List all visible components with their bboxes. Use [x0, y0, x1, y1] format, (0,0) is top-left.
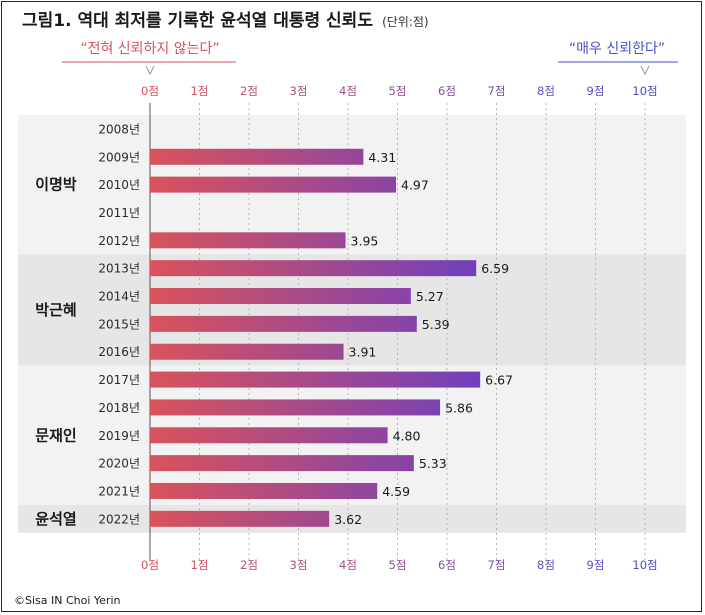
x-tick-label-bottom: 3점 [290, 558, 308, 572]
year-label: 2011년 [98, 206, 140, 220]
x-tick-label-bottom: 2점 [240, 558, 258, 572]
x-tick-label-bottom: 8점 [537, 558, 555, 572]
bar [150, 399, 441, 416]
president-label: 문재인 [35, 426, 76, 444]
year-label: 2022년 [98, 512, 140, 526]
chart-title-main: 그림1. 역대 최저를 기록한 윤석열 대통령 신뢰도 [22, 10, 373, 31]
x-tick-label-top: 8점 [537, 84, 555, 98]
value-label: 3.91 [349, 345, 377, 360]
x-tick-label-bottom: 6점 [438, 558, 456, 572]
chart-title: 그림1. 역대 최저를 기록한 윤석열 대통령 신뢰도 (단위:점) [22, 10, 429, 31]
president-label: 이명박 [35, 176, 77, 194]
year-label: 2010년 [98, 178, 140, 192]
band-윤석열 [18, 504, 686, 533]
x-tick-label-bottom: 5점 [389, 558, 407, 572]
president-label: 박근혜 [35, 301, 76, 319]
bar [150, 510, 330, 527]
value-label: 5.39 [422, 317, 450, 332]
x-tick-label-top: 6점 [438, 84, 456, 98]
year-label: 2014년 [98, 290, 140, 304]
x-tick-label-top: 10점 [632, 84, 657, 98]
credit: ©Sisa IN Choi Yerin [14, 594, 121, 607]
year-label: 2019년 [98, 429, 140, 443]
x-tick-label-top: 2점 [240, 84, 258, 98]
bar [150, 288, 411, 305]
x-axis-bottom: 0점 1점 2점 3점 4점 5점 6점 7점 8점 9점 10점 [141, 558, 658, 572]
bar-rows: 2008년 2009년 4.31 2010년 4.97 2011년 2012년 3.95 201… [98, 122, 513, 527]
annotation-high: “매우 신뢰한다” [569, 41, 665, 57]
year-label: 2008년 [98, 122, 140, 136]
president-label: 윤석열 [35, 510, 76, 528]
x-tick-label-top: 9점 [587, 84, 605, 98]
bar [150, 427, 388, 444]
x-tick-label-bottom: 7점 [488, 558, 506, 572]
value-label: 6.59 [481, 261, 509, 276]
bar [150, 315, 417, 332]
bar [150, 455, 414, 472]
bar [150, 260, 477, 277]
value-label: 4.59 [382, 484, 410, 499]
bar [150, 343, 344, 360]
year-label: 2012년 [98, 234, 140, 248]
year-label: 2016년 [98, 345, 140, 359]
bar [150, 176, 397, 193]
value-label: 3.95 [351, 233, 379, 248]
value-label: 4.97 [401, 178, 429, 193]
year-label: 2015년 [98, 317, 140, 331]
bar [150, 371, 481, 388]
bar [150, 482, 378, 499]
x-tick-label-bottom: 10점 [632, 558, 657, 572]
x-tick-label-bottom: 4점 [339, 558, 357, 572]
value-label: 3.62 [334, 512, 362, 527]
x-tick-label-top: 1점 [191, 84, 209, 98]
x-tick-label-bottom: 9점 [587, 558, 605, 572]
year-label: 2013년 [98, 262, 140, 276]
value-label: 5.86 [445, 400, 473, 415]
x-tick-label-bottom: 0점 [141, 558, 159, 572]
value-label: 5.27 [416, 289, 444, 304]
x-axis-top: 0점 1점 2점 3점 4점 5점 6점 7점 8점 9점 10점 [141, 84, 658, 98]
x-tick-label-bottom: 1점 [191, 558, 209, 572]
value-label: 5.33 [419, 456, 447, 471]
value-label: 6.67 [485, 373, 513, 388]
annotation-low-pointer [145, 65, 155, 76]
year-label: 2018년 [98, 401, 140, 415]
chart-unit: (단위:점) [382, 15, 429, 29]
x-tick-label-top: 7점 [488, 84, 506, 98]
value-label: 4.31 [368, 150, 396, 165]
value-label: 4.80 [393, 428, 421, 443]
bar [150, 232, 346, 249]
annotation-low: “전혀 신뢰하지 않는다” [80, 41, 219, 57]
x-tick-label-top: 3점 [290, 84, 308, 98]
x-tick-label-top: 4점 [339, 84, 357, 98]
x-tick-label-top: 5점 [389, 84, 407, 98]
year-label: 2009년 [98, 150, 140, 164]
annotation-high-pointer [640, 65, 650, 76]
year-label: 2021년 [98, 484, 140, 498]
year-label: 2020년 [98, 457, 140, 471]
x-tick-label-top: 0점 [141, 84, 159, 98]
bar [150, 148, 364, 165]
year-label: 2017년 [98, 373, 140, 387]
